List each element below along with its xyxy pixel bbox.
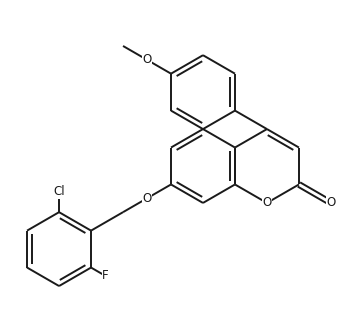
Text: O: O — [262, 197, 272, 209]
Text: O: O — [142, 192, 152, 205]
Text: Cl: Cl — [53, 185, 65, 198]
Text: O: O — [326, 197, 335, 209]
Text: O: O — [142, 53, 152, 66]
Text: F: F — [102, 269, 109, 283]
